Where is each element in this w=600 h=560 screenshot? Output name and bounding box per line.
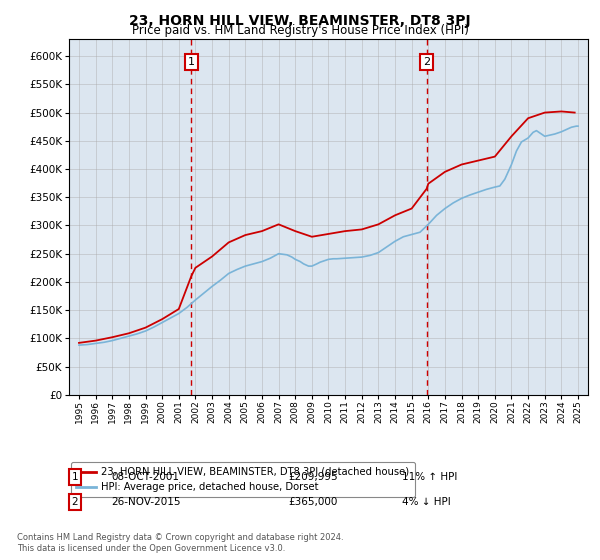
Text: 2: 2 (71, 497, 79, 507)
Text: £365,000: £365,000 (288, 497, 337, 507)
Text: 1: 1 (188, 57, 195, 67)
Text: 11% ↑ HPI: 11% ↑ HPI (402, 472, 457, 482)
Text: 2: 2 (423, 57, 430, 67)
Text: 4% ↓ HPI: 4% ↓ HPI (402, 497, 451, 507)
Legend: 23, HORN HILL VIEW, BEAMINSTER, DT8 3PJ (detached house), HPI: Average price, de: 23, HORN HILL VIEW, BEAMINSTER, DT8 3PJ … (71, 462, 415, 497)
Text: 23, HORN HILL VIEW, BEAMINSTER, DT8 3PJ: 23, HORN HILL VIEW, BEAMINSTER, DT8 3PJ (129, 14, 471, 28)
Text: 08-OCT-2001: 08-OCT-2001 (111, 472, 179, 482)
Text: 26-NOV-2015: 26-NOV-2015 (111, 497, 181, 507)
Text: Contains HM Land Registry data © Crown copyright and database right 2024.
This d: Contains HM Land Registry data © Crown c… (17, 533, 343, 553)
Text: Price paid vs. HM Land Registry's House Price Index (HPI): Price paid vs. HM Land Registry's House … (131, 24, 469, 37)
Text: 1: 1 (71, 472, 79, 482)
Text: £209,995: £209,995 (288, 472, 338, 482)
